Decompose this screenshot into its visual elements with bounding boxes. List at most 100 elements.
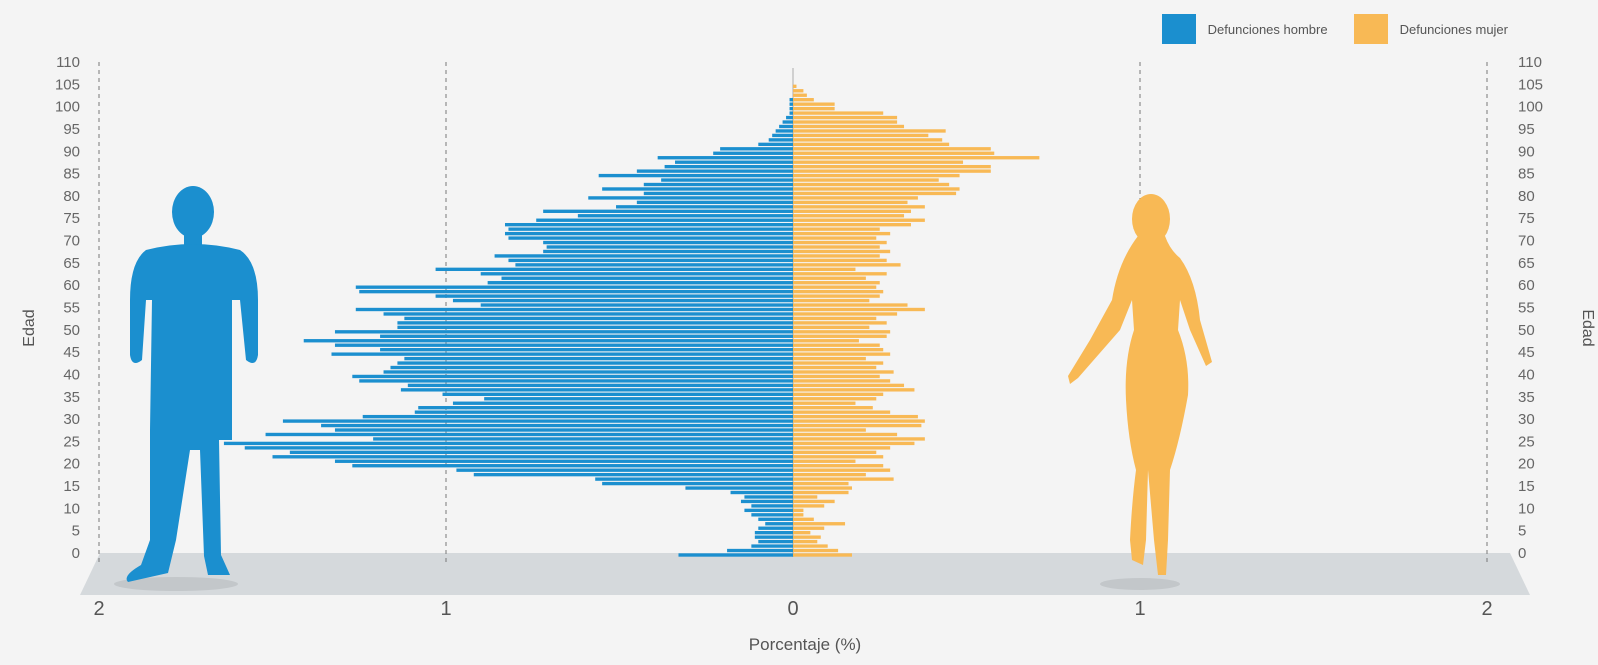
bar-male bbox=[504, 223, 793, 227]
bar-female bbox=[793, 129, 946, 133]
bar-female bbox=[793, 517, 814, 521]
bar-female bbox=[793, 464, 884, 468]
bar-male bbox=[758, 526, 793, 530]
y-tick-label-right: 105 bbox=[1518, 76, 1543, 93]
bar-female bbox=[793, 450, 877, 455]
bar-female bbox=[793, 504, 825, 508]
bar-female bbox=[793, 388, 915, 392]
y-tick-label-left: 75 bbox=[63, 210, 80, 227]
bar-male bbox=[789, 106, 793, 111]
bar-male bbox=[602, 187, 793, 191]
bar-female bbox=[793, 383, 905, 388]
bar-male bbox=[543, 240, 793, 245]
bar-male bbox=[765, 522, 793, 526]
y-tick-label-left: 85 bbox=[63, 166, 80, 183]
bar-female bbox=[793, 481, 849, 486]
legend-item-male: Defunciones hombre bbox=[1161, 14, 1328, 44]
x-tick-label: 1 bbox=[440, 598, 451, 620]
bar-male bbox=[289, 450, 793, 455]
bar-female bbox=[793, 102, 835, 106]
y-tick-label-left: 70 bbox=[63, 233, 80, 250]
bar-male bbox=[543, 249, 793, 254]
bar-male bbox=[588, 196, 793, 200]
bar-female bbox=[793, 406, 873, 410]
bar-female bbox=[793, 214, 905, 218]
y-tick-label-right: 75 bbox=[1518, 210, 1535, 227]
bar-male bbox=[407, 383, 793, 388]
bar-female bbox=[793, 330, 891, 334]
bar-male bbox=[362, 414, 793, 419]
y-tick-label-right: 10 bbox=[1518, 500, 1535, 517]
bars bbox=[223, 84, 1040, 557]
bar-male bbox=[789, 102, 793, 106]
y-tick-label-right: 110 bbox=[1518, 54, 1542, 71]
bar-female bbox=[793, 307, 925, 312]
bar-female bbox=[793, 267, 856, 272]
bar-male bbox=[768, 138, 793, 142]
bar-female bbox=[793, 178, 939, 182]
bar-male bbox=[636, 169, 793, 173]
y-tick-label-left: 10 bbox=[63, 500, 80, 517]
bar-male bbox=[786, 115, 793, 120]
y-tick-label-left: 60 bbox=[63, 277, 80, 294]
bar-female bbox=[793, 106, 835, 111]
bar-male bbox=[480, 303, 793, 307]
y-tick-label-left: 20 bbox=[63, 456, 80, 473]
bar-male bbox=[390, 365, 793, 370]
bar-female bbox=[793, 379, 891, 383]
bar-female bbox=[793, 84, 797, 88]
bar-male bbox=[504, 231, 793, 236]
bar-female bbox=[793, 441, 915, 446]
bar-male bbox=[321, 423, 793, 428]
bar-female bbox=[793, 544, 828, 548]
bar-male bbox=[754, 531, 793, 535]
bar-male bbox=[355, 307, 793, 312]
bar-female bbox=[793, 499, 835, 504]
bar-female bbox=[793, 142, 950, 147]
bar-female bbox=[793, 209, 911, 213]
x-tick-label: 0 bbox=[787, 598, 798, 620]
bar-male bbox=[334, 330, 793, 334]
bar-female bbox=[793, 459, 856, 463]
bar-female bbox=[793, 236, 877, 240]
bar-male bbox=[751, 513, 793, 517]
bar-female bbox=[793, 151, 995, 155]
bar-female bbox=[793, 196, 918, 200]
bar-female bbox=[793, 513, 804, 517]
bar-male bbox=[334, 428, 793, 432]
y-tick-label-left: 15 bbox=[63, 478, 80, 495]
bar-male bbox=[452, 298, 793, 303]
bar-female bbox=[793, 374, 880, 379]
bar-male bbox=[355, 285, 793, 289]
y-tick-label-left: 30 bbox=[63, 411, 80, 428]
bar-male bbox=[598, 173, 793, 178]
floor-band bbox=[80, 553, 1530, 595]
bar-female bbox=[793, 468, 891, 472]
bar-female bbox=[793, 428, 866, 432]
bar-male bbox=[352, 374, 793, 379]
y-tick-label-right: 45 bbox=[1518, 344, 1535, 361]
bar-male bbox=[754, 535, 793, 539]
bar-male bbox=[508, 236, 793, 240]
bar-male bbox=[404, 316, 793, 321]
y-tick-label-right: 60 bbox=[1518, 277, 1535, 294]
bar-female bbox=[793, 191, 957, 196]
x-tick-label: 2 bbox=[1481, 598, 1492, 620]
bar-female bbox=[793, 205, 925, 209]
bar-female bbox=[793, 316, 877, 321]
bar-male bbox=[352, 464, 793, 468]
bar-female bbox=[793, 477, 894, 481]
y-tick-label-right: 0 bbox=[1518, 545, 1526, 562]
bar-female bbox=[793, 539, 818, 544]
bar-female bbox=[793, 334, 887, 338]
bar-female bbox=[793, 347, 884, 352]
bar-male bbox=[595, 477, 793, 481]
bar-female bbox=[793, 289, 884, 294]
bar-female bbox=[793, 133, 929, 138]
bar-male bbox=[758, 142, 793, 147]
bar-female bbox=[793, 124, 905, 129]
bar-female bbox=[793, 356, 866, 361]
bar-male bbox=[789, 98, 793, 102]
x-tick-label: 2 bbox=[93, 598, 104, 620]
